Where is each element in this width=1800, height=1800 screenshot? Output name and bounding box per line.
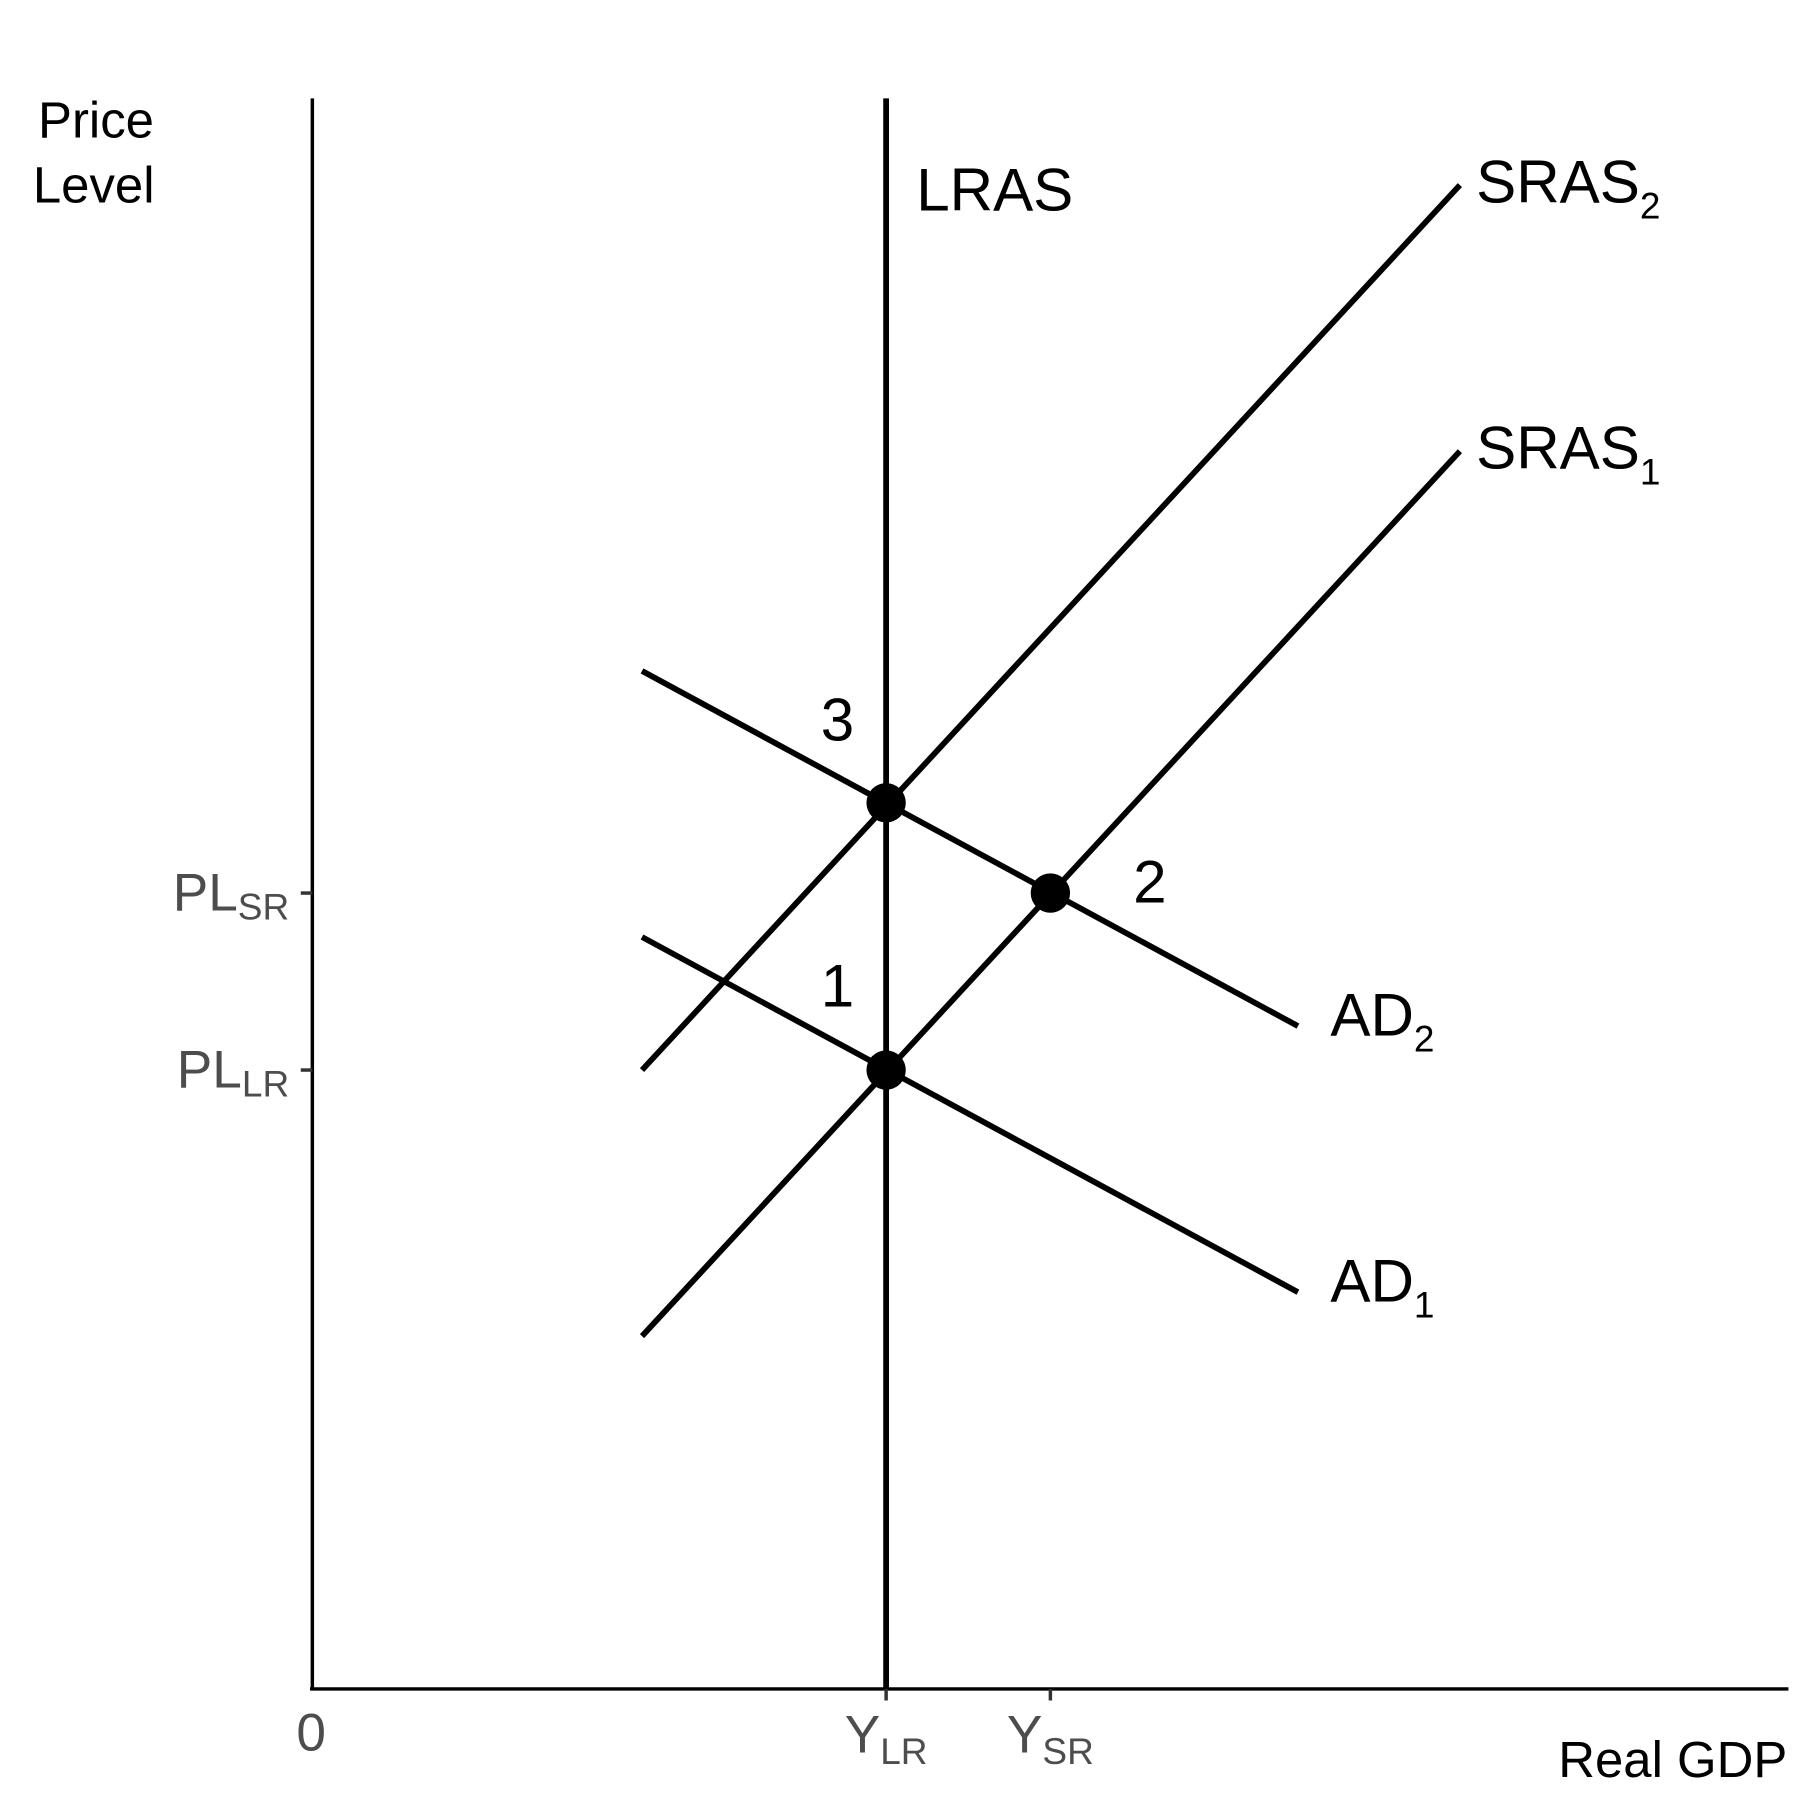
equilibrium-point xyxy=(1030,873,1071,913)
sras2-curve xyxy=(639,183,1463,1073)
curve-label: SRAS1 xyxy=(1476,415,1660,493)
equilibrium-point xyxy=(866,783,906,823)
point-label: 1 xyxy=(821,952,854,1019)
equilibrium-point xyxy=(866,1050,906,1090)
x-tick-label: YSR xyxy=(1007,1706,1094,1773)
origin-label: 0 xyxy=(296,1703,326,1762)
curve-label: LRAS xyxy=(916,157,1073,224)
point-label: 3 xyxy=(821,686,854,753)
ad1-curve xyxy=(640,934,1300,1295)
x-tick-label: YLR xyxy=(845,1706,928,1773)
y-axis-label: Level xyxy=(33,156,155,213)
curve-label: SRAS2 xyxy=(1476,148,1660,226)
y-tick-label: PLSR xyxy=(173,863,289,927)
ad2-curve xyxy=(640,668,1300,1029)
point-label: 2 xyxy=(1133,848,1166,915)
curve-label: AD1 xyxy=(1330,1247,1434,1325)
y-axis-label: Price xyxy=(38,92,154,149)
x-axis-label: Real GDP xyxy=(1558,1731,1787,1788)
curve-label: AD2 xyxy=(1330,981,1434,1059)
y-tick-label: PLLR xyxy=(177,1040,289,1104)
